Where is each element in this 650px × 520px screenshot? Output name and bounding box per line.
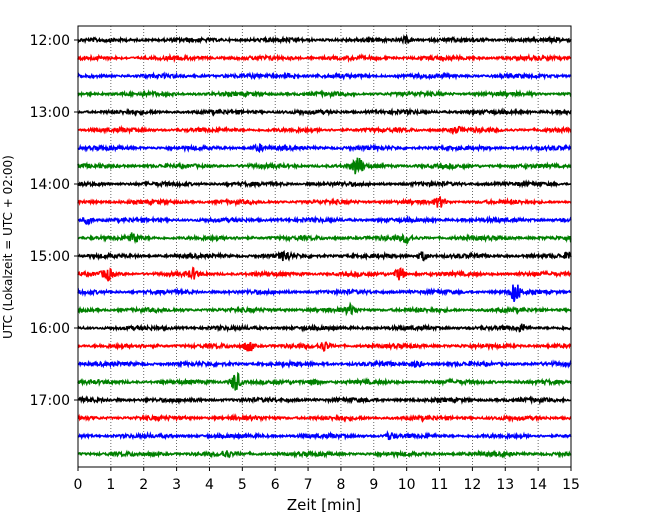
trace-1500 [77, 249, 572, 262]
trace-1400 [77, 179, 572, 189]
y-tick-label: 13:00 [30, 105, 70, 121]
traces [77, 33, 572, 460]
y-tick-label: 16:00 [30, 321, 70, 337]
trace-1330 [77, 143, 572, 154]
trace-1300 [77, 107, 572, 117]
x-tick-label: 0 [74, 477, 83, 493]
trace-1445 [77, 232, 572, 246]
x-tick-label: 11 [431, 477, 449, 493]
y-tick-label: 12:00 [30, 33, 70, 49]
x-tick-label: 12 [463, 477, 481, 493]
trace-1200 [77, 33, 572, 45]
x-tick-label: 5 [238, 477, 247, 493]
x-tick-label: 4 [205, 477, 214, 493]
trace-1515 [77, 266, 572, 282]
trace-1715 [77, 413, 572, 423]
x-tick-label: 8 [336, 477, 345, 493]
trace-1600 [77, 323, 572, 333]
x-tick-label: 9 [369, 477, 378, 493]
x-tick-label: 13 [496, 477, 514, 493]
trace-1345 [77, 157, 572, 175]
y-tick-label: 17:00 [30, 393, 70, 409]
x-axis-ticks: 0 1 2 3 4 5 6 7 8 9 10 11 12 13 14 15 [74, 467, 580, 493]
y-tick-label: 14:00 [30, 177, 70, 193]
x-tick-label: 10 [398, 477, 416, 493]
x-tick-label: 1 [106, 477, 115, 493]
trace-1530 [77, 284, 572, 303]
x-tick-label: 6 [271, 477, 280, 493]
trace-1215 [77, 52, 572, 64]
x-tick-label: 2 [139, 477, 148, 493]
trace-1630 [77, 358, 572, 370]
trace-1730 [77, 429, 572, 441]
x-axis-label: Zeit [min] [287, 496, 361, 514]
trace-1545 [77, 301, 572, 317]
trace-1245 [77, 89, 572, 100]
trace-1430 [77, 214, 572, 226]
plot-frame [77, 25, 572, 468]
trace-1745 [77, 449, 572, 460]
trace-1230 [77, 71, 572, 81]
trace-1315 [77, 124, 572, 136]
y-axis-ticks: 12:00 13:00 14:00 15:00 16:00 17:00 [30, 33, 78, 409]
trace-1615 [77, 341, 572, 353]
x-tick-label: 14 [529, 477, 547, 493]
x-tick-label: 3 [172, 477, 181, 493]
trace-1700 [77, 395, 572, 406]
trace-1415 [77, 196, 572, 208]
y-axis-label: UTC (Lokalzeit = UTC + 02:00) [1, 155, 15, 339]
trace-1645 [77, 371, 572, 391]
x-tick-label: 15 [562, 477, 580, 493]
x-tick-label: 7 [304, 477, 313, 493]
y-tick-label: 15:00 [30, 249, 70, 265]
